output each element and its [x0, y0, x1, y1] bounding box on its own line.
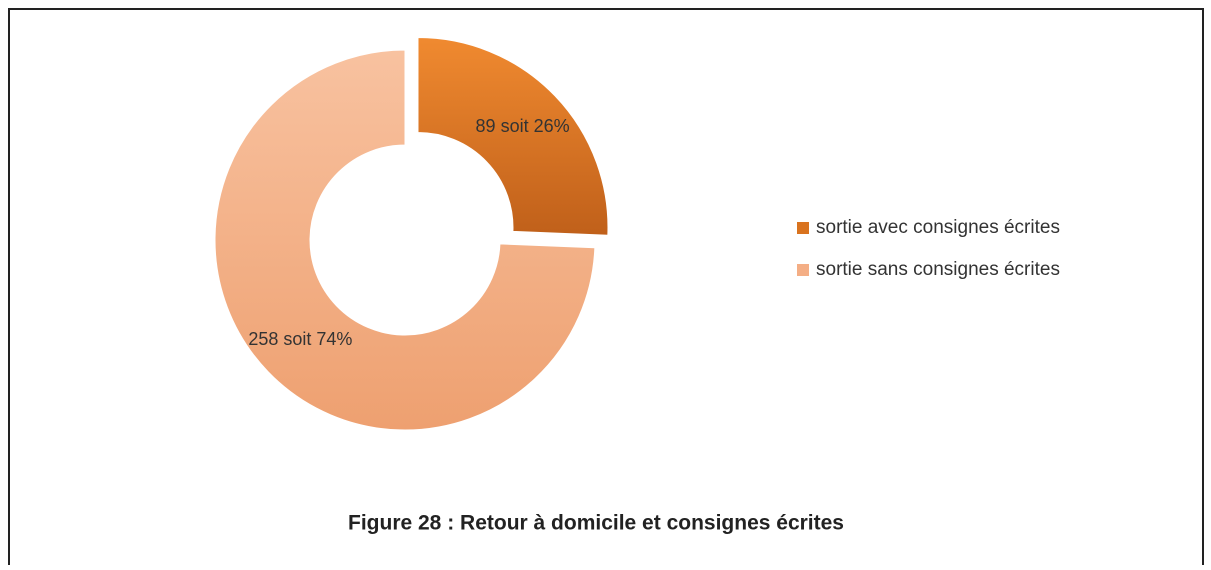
frame: [8, 8, 1204, 565]
data-label: 89 soit 26%: [476, 116, 570, 136]
legend-label: sortie sans consignes écrites: [816, 259, 1060, 280]
chart-title: Figure 28 : Retour à domicile et consign…: [348, 512, 844, 535]
legend-swatch: [797, 264, 809, 276]
legend-swatch: [797, 222, 809, 234]
slice: [214, 49, 596, 431]
legend-label: sortie avec consignes écrites: [816, 217, 1060, 238]
data-label: 258 soit 74%: [248, 329, 352, 349]
slice: [417, 37, 609, 236]
